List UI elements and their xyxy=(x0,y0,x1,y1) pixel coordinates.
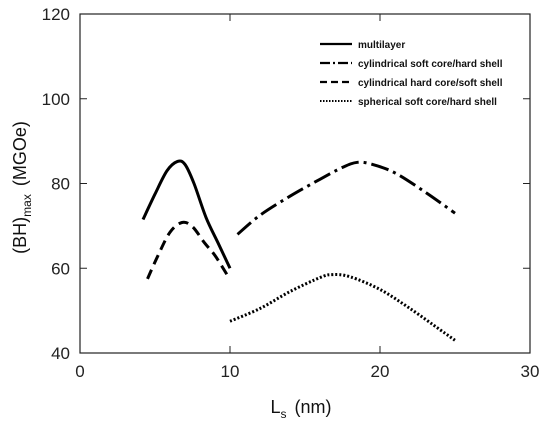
y-tick-label: 60 xyxy=(51,259,70,278)
y-tick-label: 80 xyxy=(51,175,70,194)
series-layer xyxy=(141,159,456,342)
series-line-1 xyxy=(141,159,232,269)
svg-text:(BH)max(MGOe): (BH)max (MGOe) xyxy=(10,121,34,254)
x-axis-label-subscript: s xyxy=(281,407,287,421)
y-axis-label: (BH)max (MGOe) xyxy=(10,121,34,254)
x-tick-label: 10 xyxy=(221,362,240,381)
legend: multilayer cylindrical soft core/hard she… xyxy=(320,40,503,108)
y-tick-label: 40 xyxy=(51,344,70,363)
y-axis-label-main: (BH) xyxy=(10,217,30,254)
x-axis-label-unit: (nm) xyxy=(295,397,332,417)
x-axis-label: Ls (nm) xyxy=(270,397,331,421)
y-tick-label: 120 xyxy=(42,5,70,24)
x-axis-label-main: L xyxy=(270,397,280,417)
y-tick-label: 100 xyxy=(42,90,70,109)
legend-label-2: cylindrical soft core/hard shell xyxy=(358,59,503,70)
legend-label-1: multilayer xyxy=(358,40,405,51)
series-line-3 xyxy=(146,220,229,280)
legend-label-4: spherical soft core/hard shell xyxy=(358,97,497,108)
y-axis-label-unit: (MGOe) xyxy=(10,121,30,186)
x-tick-label: 30 xyxy=(521,362,540,381)
axis-ticks: 0 10 20 30 40 60 80 100 120 xyxy=(42,5,540,381)
plot-area: 0 10 20 30 40 60 80 100 120 xyxy=(42,5,540,381)
x-tick-label: 0 xyxy=(75,362,84,381)
x-tick-label: 20 xyxy=(371,362,390,381)
series-line-4 xyxy=(229,273,456,342)
legend-label-3: cylindrical hard core/soft shell xyxy=(358,78,503,89)
series-line-2 xyxy=(236,160,456,236)
y-axis-label-subscript: max xyxy=(20,194,34,217)
